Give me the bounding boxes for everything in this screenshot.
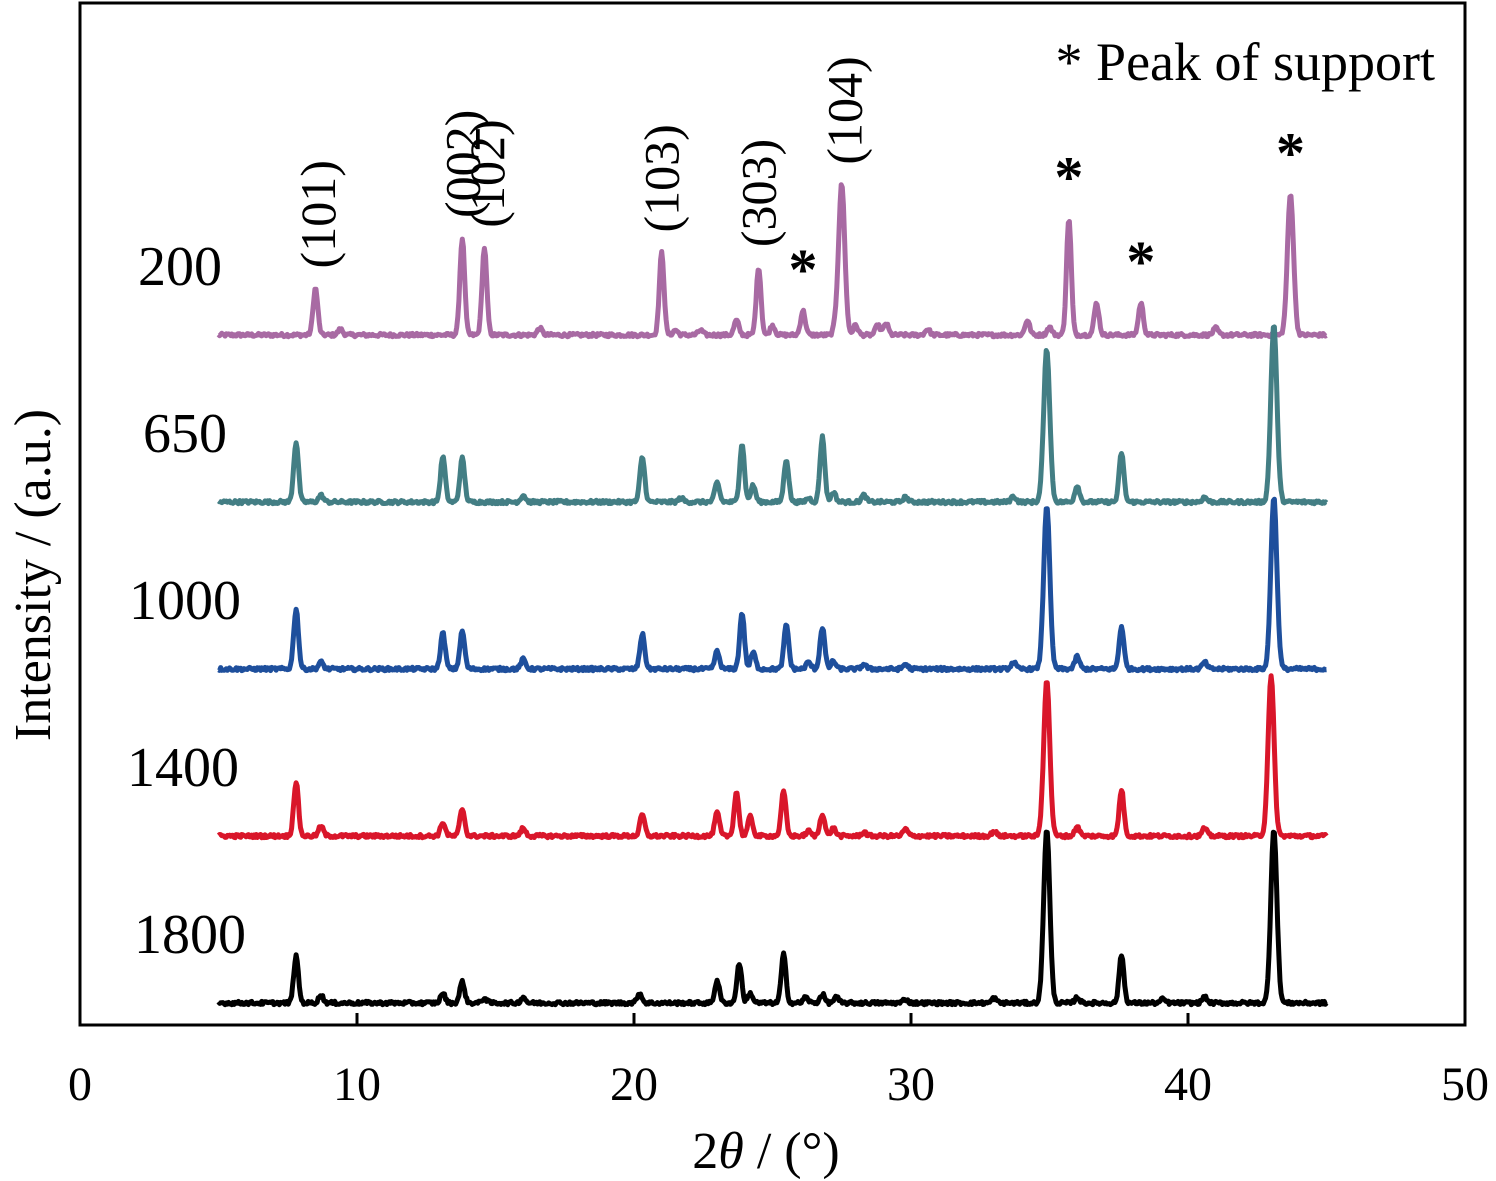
support-peak-mark: * <box>1054 145 1083 210</box>
series-line-1000 <box>217 496 1328 674</box>
hkl-label: (104) <box>817 56 873 164</box>
series-line-1800 <box>216 829 1329 1008</box>
x-tick-label: 30 <box>887 1058 935 1111</box>
x-tick-label: 20 <box>610 1058 658 1111</box>
series-label-650: 650 <box>143 403 227 465</box>
hkl-label: (303) <box>731 139 787 247</box>
hkl-label: (102) <box>459 119 515 227</box>
x-tick-label: 10 <box>333 1058 381 1111</box>
support-peak-mark: * <box>1276 120 1305 185</box>
hkl-label: (002) <box>434 110 490 218</box>
series-lines <box>216 182 1329 1008</box>
x-axis-title: 2θ / (°) <box>692 1123 839 1180</box>
series-label-1800: 1800 <box>134 904 246 966</box>
hkl-label: (101) <box>290 160 346 268</box>
hkl-label: (103) <box>634 124 690 232</box>
series-label-200: 200 <box>138 236 222 298</box>
series-line-1400 <box>216 673 1329 841</box>
x-tick-label: 50 <box>1441 1058 1489 1111</box>
plot-frame <box>78 1 1467 1027</box>
peak-annotations: (101) (002)(102) (103) (303) (104) * * * * <box>290 56 1305 301</box>
series-line-650 <box>217 324 1329 507</box>
series-label-1000: 1000 <box>129 570 241 632</box>
support-peak-mark: * <box>1126 229 1155 294</box>
x-tick-label: 0 <box>68 1058 92 1111</box>
legend-note: * Peak of support <box>1056 32 1435 92</box>
y-axis-title: Intensity / (a.u.) <box>5 409 62 741</box>
series-labels: 200 650 1000 1400 1800 <box>127 236 246 966</box>
series-label-1400: 1400 <box>127 737 239 799</box>
x-tick-label: 40 <box>1164 1058 1212 1111</box>
series-line-200 <box>216 182 1328 340</box>
support-peak-mark: * <box>788 237 817 302</box>
x-axis-ticks: 0 10 20 30 40 50 <box>68 1013 1489 1111</box>
